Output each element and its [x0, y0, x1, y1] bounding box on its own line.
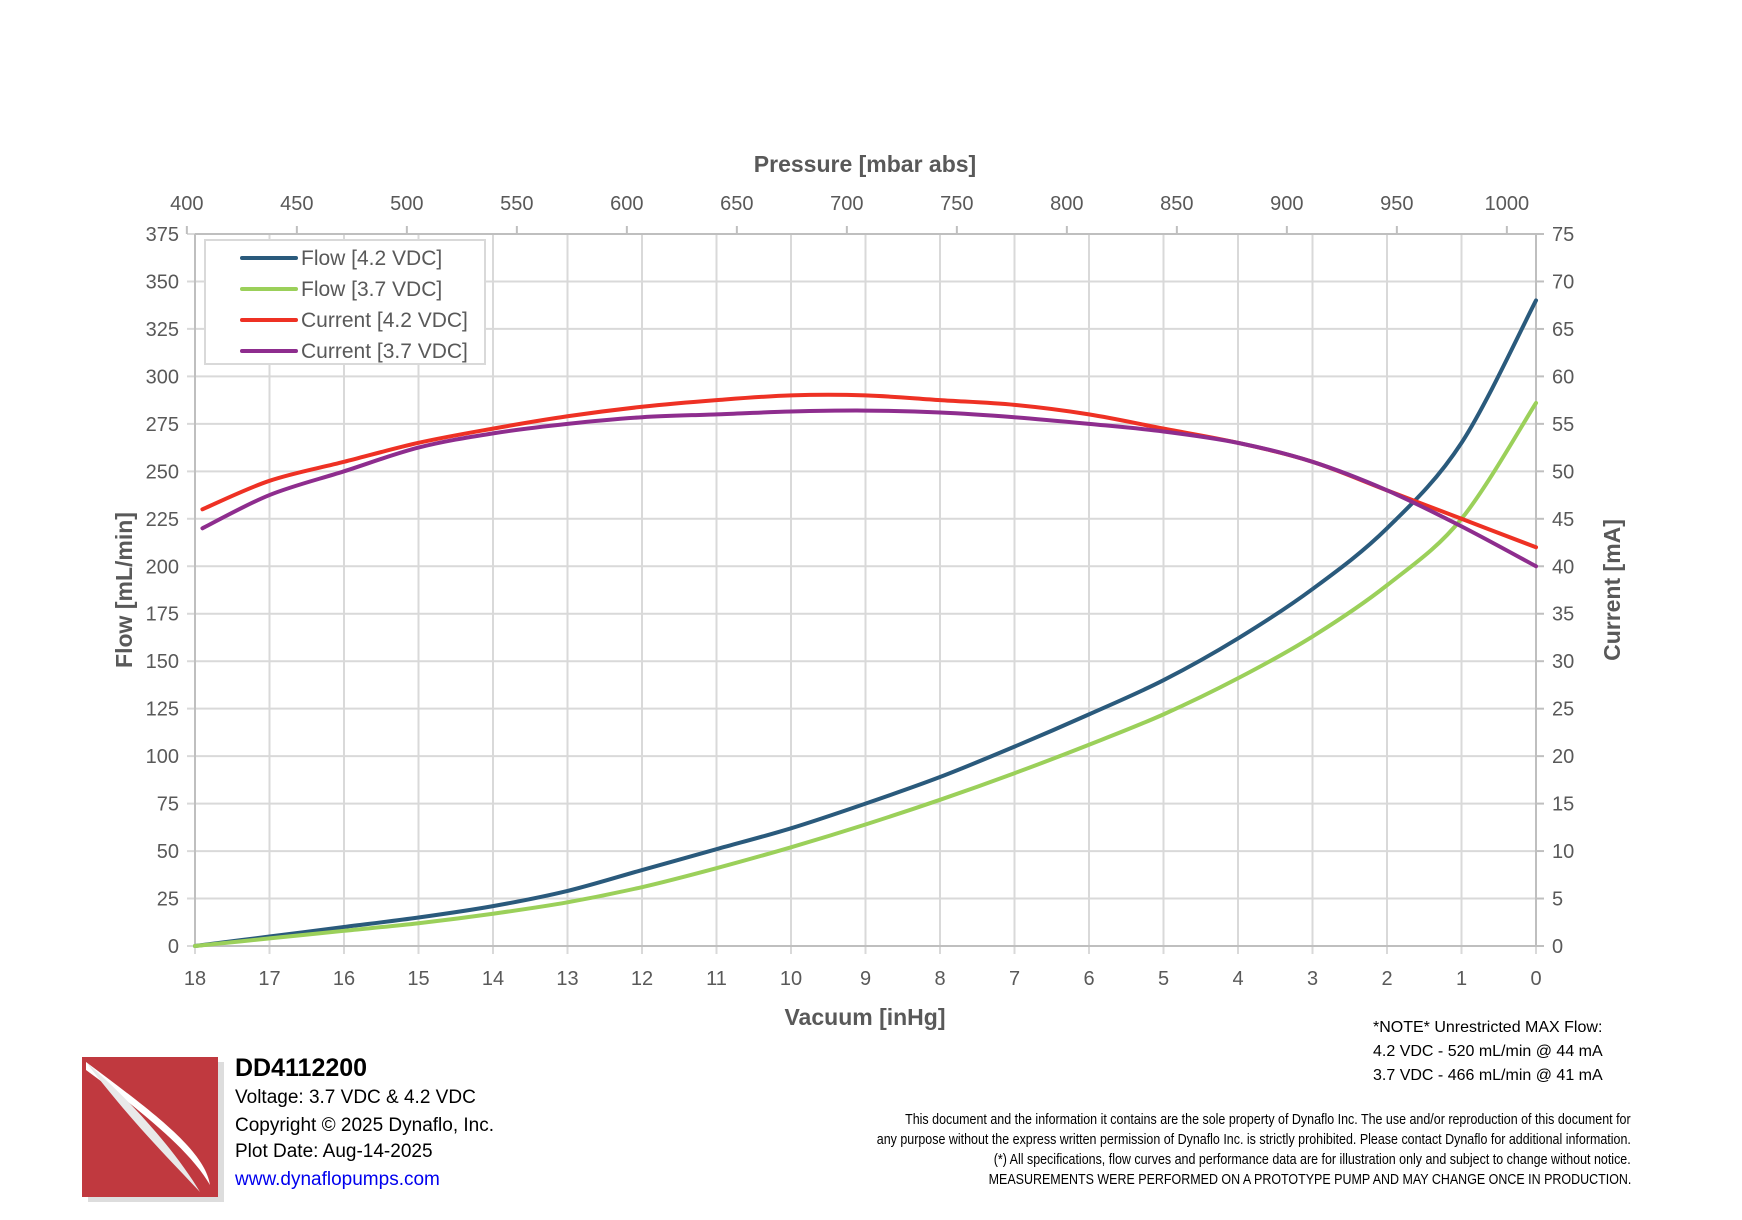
x2-tick-label: 450 [280, 193, 313, 215]
y2-tick-label: 65 [1552, 319, 1574, 341]
y-axis-title: Flow [mL/min] [111, 512, 137, 668]
axes: 18 17 16 15 14 13 12 11 10 9 8 7 6 5 4 3 2 1 0025507510012… [146, 193, 1575, 990]
legend-label: Current [3.7 VDC] [301, 340, 468, 363]
y2-tick-label: 10 [1552, 841, 1574, 863]
y2-tick-label: 35 [1552, 604, 1574, 626]
y2-tick-label: 15 [1552, 794, 1574, 816]
copyright-text: Copyright © 2025 Dynaflo, Inc. [235, 1115, 495, 1136]
y-tick-label: 150 [146, 651, 179, 673]
y-tick-label: 375 [146, 224, 179, 246]
disclaimer-line-3: (*) All specifications, flow curves and … [993, 1152, 1631, 1168]
x-tick-label: 8 [934, 968, 945, 990]
y2-tick-label: 50 [1552, 461, 1574, 483]
x2-tick-label: 800 [1050, 193, 1083, 215]
y2-tick-label: 55 [1552, 414, 1574, 436]
y-tick-label: 50 [157, 841, 179, 863]
y-tick-label: 125 [146, 699, 179, 721]
y-tick-label: 200 [146, 556, 179, 578]
x-tick-label: 11 [706, 968, 727, 990]
legend: Flow [4.2 VDC] Flow [3.7 VDC] Current [4.2… [204, 239, 486, 365]
x-tick-label: 12 [631, 968, 653, 990]
y2-tick-label: 70 [1552, 271, 1574, 293]
y2-tick-label: 20 [1552, 746, 1574, 768]
series-line-flow-3-7-vdc [193, 400, 1538, 948]
x-tick-label: 16 [333, 968, 355, 990]
x-tick-label: 10 [780, 968, 802, 990]
x-tick-label: 9 [860, 968, 871, 990]
y-tick-label: 350 [146, 271, 179, 293]
disclaimer-line-1: This document and the information it con… [905, 1112, 1631, 1128]
x-tick-label: 0 [1530, 968, 1541, 990]
y-tick-label: 275 [146, 414, 179, 436]
legend-label: Current [4.2 VDC] [301, 309, 468, 332]
y-tick-label: 225 [146, 509, 179, 531]
x2-tick-label: 400 [170, 193, 203, 215]
x2-tick-label: 950 [1380, 193, 1413, 215]
plot-date-text: Plot Date: Aug-14-2025 [235, 1141, 433, 1162]
grid [187, 233, 1537, 954]
disclaimer-line-4: MEASUREMENTS WERE PERFORMED ON A PROTOTY… [988, 1172, 1631, 1188]
y2-tick-label: 40 [1552, 556, 1574, 578]
y-tick-label: 325 [146, 319, 179, 341]
x2-tick-label: 1000 [1485, 193, 1530, 215]
x-tick-label: 1 [1456, 968, 1467, 990]
y2-tick-label: 45 [1552, 509, 1574, 531]
x-tick-label: 18 [184, 968, 206, 990]
y-tick-label: 300 [146, 366, 179, 388]
x2-tick-label: 650 [720, 193, 753, 215]
x-tick-label: 6 [1083, 968, 1094, 990]
x2-tick-label: 900 [1270, 193, 1303, 215]
series-line-flow-4-2-vdc [193, 298, 1538, 948]
x-tick-label: 13 [556, 968, 578, 990]
x-tick-label: 4 [1232, 968, 1243, 990]
x2-tick-label: 750 [940, 193, 973, 215]
y-tick-label: 100 [146, 746, 179, 768]
disclaimer-line-2: any purpose without the express written … [876, 1132, 1631, 1148]
dynaflo-logo [82, 1057, 224, 1202]
y-tick-label: 0 [168, 936, 179, 958]
x-tick-label: 5 [1158, 968, 1169, 990]
x-axis-title: Vacuum [inHg] [784, 1004, 945, 1030]
x2-tick-label: 550 [500, 193, 533, 215]
x-tick-label: 14 [482, 968, 504, 990]
series-lines [193, 298, 1538, 948]
x-tick-label: 2 [1381, 968, 1392, 990]
website-link[interactable]: www.dynaflopumps.com [235, 1169, 440, 1190]
x2-tick-label: 850 [1160, 193, 1193, 215]
x2-tick-label: 700 [830, 193, 863, 215]
y2-tick-label: 0 [1552, 936, 1563, 958]
y2-tick-label: 5 [1552, 889, 1563, 911]
y2-axis-title: Current [mA] [1599, 519, 1625, 661]
y2-tick-label: 60 [1552, 366, 1574, 388]
x-tick-label: 15 [407, 968, 429, 990]
y2-tick-label: 30 [1552, 651, 1574, 673]
x2-tick-label: 500 [390, 193, 423, 215]
x-tick-label: 17 [258, 968, 280, 990]
y2-tick-label: 25 [1552, 699, 1574, 721]
y-tick-label: 175 [146, 604, 179, 626]
x-tick-label: 7 [1009, 968, 1020, 990]
legend-label: Flow [3.7 VDC] [301, 278, 442, 301]
model-number: DD4112200 [235, 1054, 368, 1082]
x2-axis-title: Pressure [mbar abs] [754, 151, 976, 177]
legend-label: Flow [4.2 VDC] [301, 247, 442, 270]
x2-tick-label: 600 [610, 193, 643, 215]
note-line-2: 3.7 VDC - 466 mL/min @ 41 mA [1373, 1067, 1603, 1084]
note-line-1: 4.2 VDC - 520 mL/min @ 44 mA [1373, 1043, 1603, 1060]
y-tick-label: 25 [157, 889, 179, 911]
note-title: *NOTE* Unrestricted MAX Flow: [1373, 1019, 1603, 1036]
x-tick-label: 3 [1307, 968, 1318, 990]
series-line-current-3-7-vdc [200, 408, 1538, 569]
voltage-text: Voltage: 3.7 VDC & 4.2 VDC [235, 1087, 476, 1108]
y2-tick-label: 75 [1552, 224, 1574, 246]
y-tick-label: 75 [157, 794, 179, 816]
y-tick-label: 250 [146, 461, 179, 483]
